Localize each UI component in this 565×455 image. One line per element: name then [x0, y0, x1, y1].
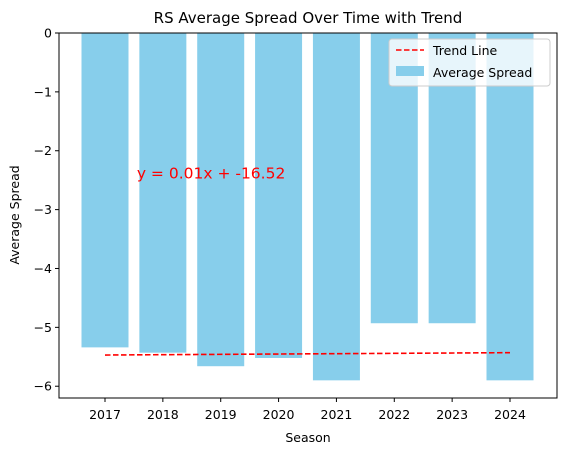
x-tick-label-2023: 2023 [436, 407, 468, 422]
bar-2021 [313, 33, 360, 380]
plot-frame [59, 33, 557, 398]
bar-2017 [82, 33, 129, 347]
x-tick-label-2017: 2017 [89, 407, 121, 422]
x-tick-label-2019: 2019 [205, 407, 237, 422]
legend: Trend Line Average Spread [389, 39, 550, 86]
x-tick-label-2021: 2021 [321, 407, 353, 422]
x-ticks: 2017 2018 2019 2020 2021 2022 2023 2024 [89, 398, 526, 422]
y-tick-label-4: −4 [34, 261, 52, 276]
trend-equation-annotation: y = 0.01x + -16.52 [137, 165, 286, 183]
bar-2020 [255, 33, 302, 358]
y-tick-label-0: 0 [44, 26, 52, 41]
x-tick-label-2022: 2022 [378, 407, 410, 422]
y-tick-label-2: −2 [34, 143, 52, 158]
y-tick-label-3: −3 [34, 202, 52, 217]
axes-layer [59, 33, 557, 398]
x-tick-label-2018: 2018 [147, 407, 179, 422]
legend-trend-label: Trend Line [432, 43, 498, 58]
y-axis-title: Average Spread [7, 165, 22, 264]
trend-layer [105, 353, 510, 355]
x-tick-label-2020: 2020 [263, 407, 295, 422]
bar-2019 [197, 33, 244, 366]
trend-line [105, 353, 510, 355]
y-tick-label-5: −5 [34, 320, 52, 335]
legend-bar-swatch [396, 66, 424, 76]
chart-title: RS Average Spread Over Time with Trend [154, 9, 463, 27]
y-tick-label-6: −6 [34, 379, 52, 394]
y-tick-label-1: −1 [34, 84, 52, 99]
legend-bar-label: Average Spread [433, 65, 532, 80]
x-axis-title: Season [285, 430, 330, 445]
bar-2018 [139, 33, 186, 353]
x-tick-label-2024: 2024 [494, 407, 526, 422]
y-ticks: 0 −1 −2 −3 −4 −5 −6 [34, 26, 59, 394]
